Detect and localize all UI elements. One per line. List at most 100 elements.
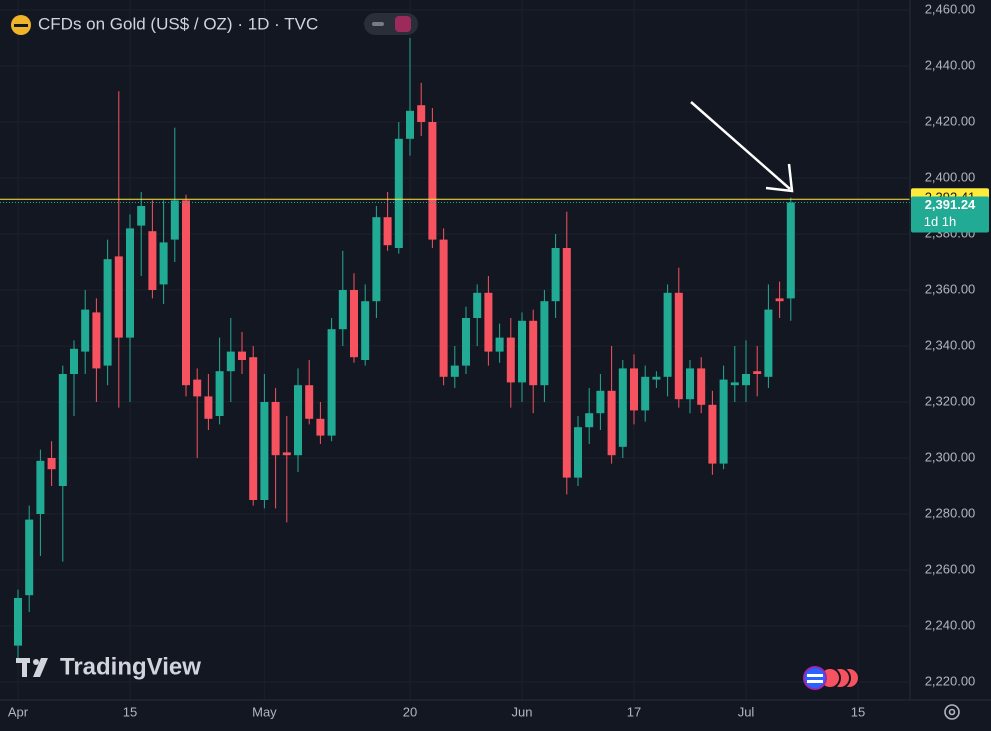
- y-tick-label: 2,300.00: [925, 449, 976, 464]
- candle-body: [327, 329, 336, 436]
- candle-body: [47, 458, 56, 470]
- candle-body: [338, 290, 347, 330]
- candle-body: [361, 301, 370, 360]
- candle-body: [14, 598, 22, 646]
- candle-body: [607, 390, 616, 456]
- candle-body: [159, 242, 168, 285]
- candle-body: [36, 460, 45, 514]
- candle-body: [719, 379, 728, 464]
- candle-body: [529, 320, 538, 386]
- candle-body: [126, 228, 134, 338]
- x-tick-label: 15: [123, 704, 137, 719]
- x-tick-label: May: [252, 704, 277, 719]
- watermark: TradingView: [60, 653, 201, 680]
- y-tick-label: 2,420.00: [925, 113, 976, 128]
- candle-body: [25, 519, 34, 596]
- x-tick-label: 20: [403, 704, 417, 719]
- last-price-badge: [911, 196, 989, 233]
- candle-body: [350, 290, 358, 358]
- candle-body: [193, 379, 202, 397]
- candle-body: [204, 396, 213, 419]
- y-tick-label: 2,440.00: [925, 57, 976, 72]
- y-tick-label: 2,280.00: [925, 505, 976, 520]
- x-tick-label: Apr: [8, 704, 29, 719]
- x-tick-label: Jun: [512, 704, 533, 719]
- y-tick-label: 2,320.00: [925, 393, 976, 408]
- candle-body: [574, 427, 582, 478]
- candle-body: [316, 418, 325, 436]
- time-axis: Apr 15 May 20 Jun 17 Jul 15: [8, 704, 865, 719]
- candle-body: [663, 292, 672, 377]
- toggle-left: [372, 22, 384, 26]
- event-flags[interactable]: [803, 666, 860, 690]
- candle-body: [786, 202, 795, 299]
- candle-body: [249, 357, 258, 500]
- candle-body: [305, 385, 314, 419]
- candle-body: [686, 368, 694, 400]
- candles: [0, 38, 910, 660]
- candle-body: [697, 368, 706, 405]
- candle-body: [137, 206, 146, 226]
- candle-body: [618, 368, 627, 447]
- candle-body: [518, 320, 526, 383]
- y-tick-label: 2,340.00: [925, 337, 976, 352]
- candle-body: [271, 402, 280, 456]
- candle-body: [484, 292, 493, 352]
- candle-body: [170, 200, 179, 240]
- candle-body: [753, 371, 762, 374]
- logo-stripe: [14, 24, 28, 27]
- price-axis: 2,220.00 2,240.00 2,260.00 2,280.00 2,300.00…: [911, 1, 989, 688]
- candle-body: [439, 239, 448, 377]
- candle-body: [226, 351, 235, 372]
- candle-body: [585, 413, 594, 428]
- candle-body: [103, 259, 112, 366]
- candle-body: [282, 452, 291, 456]
- candle-body: [742, 374, 750, 386]
- candle-body: [730, 382, 739, 386]
- candle-body: [551, 248, 560, 302]
- x-tick-label: Jul: [738, 704, 755, 719]
- candle-body: [450, 365, 459, 377]
- y-tick-label: 2,260.00: [925, 561, 976, 576]
- candle-body: [562, 248, 571, 478]
- x-tick-label: 15: [851, 704, 865, 719]
- candle-body: [182, 200, 190, 386]
- toggle-right: [395, 16, 411, 32]
- candle-body: [294, 385, 302, 456]
- y-tick-label: 2,240.00: [925, 617, 976, 632]
- candle-body: [428, 122, 437, 240]
- candle-body: [674, 292, 683, 400]
- y-tick-label: 2,400.00: [925, 169, 976, 184]
- candle-body: [70, 348, 78, 374]
- candle-body: [260, 402, 269, 500]
- candle-body: [540, 301, 549, 386]
- candle-body: [708, 404, 717, 464]
- candle-body: [383, 217, 392, 246]
- y-tick-label: 2,460.00: [925, 1, 976, 16]
- candle-body: [630, 368, 638, 411]
- watermark-logo: [16, 658, 48, 677]
- candle-body: [148, 231, 157, 290]
- candle-body: [764, 309, 773, 377]
- candle-body: [495, 337, 504, 352]
- candle-body: [462, 318, 470, 366]
- candle-body: [775, 298, 784, 302]
- symbol-title[interactable]: CFDs on Gold (US$ / OZ) · 1D · TVC: [38, 14, 318, 33]
- candle-body: [406, 110, 414, 139]
- settings-icon[interactable]: [944, 704, 960, 720]
- candle-body: [215, 371, 224, 416]
- candle-body: [473, 292, 482, 318]
- candle-body: [652, 376, 661, 380]
- candle-body: [417, 105, 426, 122]
- candle-body: [641, 376, 650, 411]
- candle-body: [506, 337, 515, 383]
- candle-body: [92, 312, 101, 369]
- candle-body: [238, 351, 246, 360]
- arrow-shaft: [690, 101, 791, 190]
- candle-body: [372, 217, 381, 302]
- arrow-head: [765, 163, 794, 193]
- candle-body: [596, 390, 605, 414]
- last-price-label: 2,391.24: [925, 197, 976, 212]
